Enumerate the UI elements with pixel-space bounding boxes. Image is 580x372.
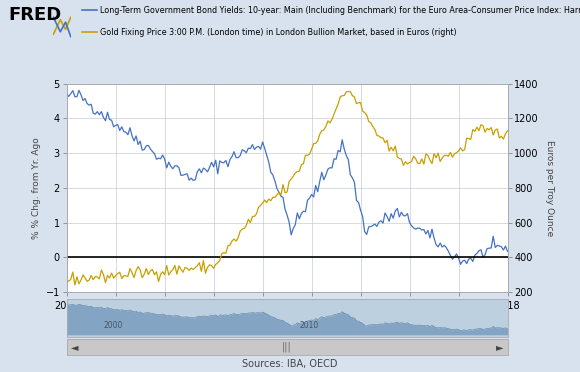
- Text: ►: ►: [495, 342, 503, 352]
- Text: |||: |||: [282, 341, 292, 352]
- Y-axis label: % % Chg. from Yr. Ago: % % Chg. from Yr. Ago: [32, 137, 41, 239]
- Text: ◄: ◄: [71, 342, 79, 352]
- Text: Sources: IBA, OECD: Sources: IBA, OECD: [242, 359, 338, 369]
- Text: FRED: FRED: [9, 6, 62, 23]
- Legend: Gold Fixing Price 3:00 P.M. (London time) in London Bullion Market, based in Eur: Gold Fixing Price 3:00 P.M. (London time…: [82, 28, 456, 37]
- Y-axis label: Euros per Troy Ounce: Euros per Troy Ounce: [545, 140, 554, 236]
- Text: 2000: 2000: [103, 321, 123, 330]
- Text: 2010: 2010: [299, 321, 318, 330]
